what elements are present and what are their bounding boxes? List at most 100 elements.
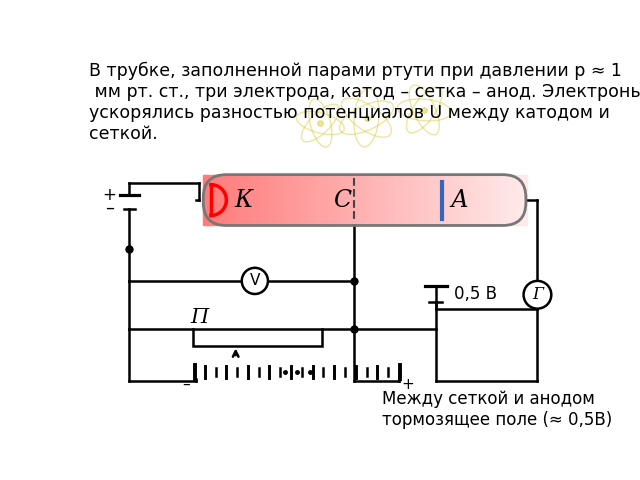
- Text: П: П: [190, 308, 209, 326]
- Bar: [413, 175, 417, 226]
- Circle shape: [524, 281, 551, 309]
- Bar: [387, 175, 391, 226]
- Bar: [300, 175, 304, 226]
- Bar: [342, 175, 346, 226]
- Bar: [416, 175, 420, 226]
- Bar: [258, 175, 262, 226]
- Bar: [278, 175, 282, 226]
- Bar: [474, 175, 478, 226]
- Bar: [287, 175, 291, 226]
- Bar: [477, 175, 481, 226]
- Text: +: +: [402, 377, 415, 392]
- Bar: [490, 175, 494, 226]
- Bar: [323, 175, 326, 226]
- Bar: [520, 175, 524, 226]
- Bar: [461, 175, 465, 226]
- Bar: [271, 175, 275, 226]
- Bar: [204, 175, 207, 226]
- Bar: [345, 175, 349, 226]
- Bar: [232, 175, 236, 226]
- Bar: [229, 175, 233, 226]
- Bar: [465, 175, 468, 226]
- Bar: [319, 175, 323, 226]
- Bar: [397, 175, 401, 226]
- Bar: [509, 175, 514, 226]
- Bar: [493, 175, 498, 226]
- Bar: [255, 175, 259, 226]
- Bar: [455, 175, 459, 226]
- Bar: [406, 175, 410, 226]
- Bar: [326, 175, 330, 226]
- Bar: [365, 175, 369, 226]
- Bar: [449, 175, 452, 226]
- Bar: [403, 175, 407, 226]
- Bar: [355, 175, 359, 226]
- Bar: [487, 175, 491, 226]
- Bar: [310, 175, 314, 226]
- Bar: [422, 175, 427, 226]
- Bar: [400, 175, 404, 226]
- Bar: [339, 175, 343, 226]
- Bar: [274, 175, 278, 226]
- Bar: [513, 175, 517, 226]
- Bar: [252, 175, 255, 226]
- Bar: [484, 175, 488, 226]
- Text: +: +: [102, 186, 116, 204]
- Bar: [371, 175, 375, 226]
- Bar: [471, 175, 475, 226]
- Bar: [390, 175, 394, 226]
- Text: 0,5 В: 0,5 В: [454, 285, 497, 303]
- Bar: [291, 175, 294, 226]
- Bar: [362, 175, 365, 226]
- Bar: [500, 175, 504, 226]
- Bar: [348, 175, 353, 226]
- Bar: [433, 175, 436, 226]
- Bar: [481, 175, 484, 226]
- Text: К: К: [234, 189, 252, 212]
- Bar: [226, 175, 230, 226]
- Bar: [248, 175, 252, 226]
- Text: Между сеткой и анодом
тормозящее поле (≈ 0,5В): Между сеткой и анодом тормозящее поле (≈…: [382, 390, 612, 429]
- Bar: [264, 175, 269, 226]
- Bar: [384, 175, 388, 226]
- Bar: [442, 175, 446, 226]
- Bar: [374, 175, 378, 226]
- Bar: [284, 175, 288, 226]
- Bar: [239, 175, 243, 226]
- Bar: [303, 175, 307, 226]
- Bar: [220, 175, 223, 226]
- Bar: [216, 175, 220, 226]
- Bar: [281, 175, 285, 226]
- Bar: [245, 175, 249, 226]
- Bar: [332, 175, 336, 226]
- Bar: [419, 175, 424, 226]
- Bar: [410, 175, 413, 226]
- Bar: [210, 175, 214, 226]
- Bar: [223, 175, 227, 226]
- Bar: [242, 175, 246, 226]
- Bar: [458, 175, 462, 226]
- Text: V: V: [250, 274, 260, 288]
- Circle shape: [242, 268, 268, 294]
- Bar: [193, 329, 322, 346]
- Bar: [358, 175, 362, 226]
- Bar: [429, 175, 433, 226]
- Text: С: С: [333, 189, 352, 212]
- Bar: [368, 175, 372, 226]
- Bar: [506, 175, 511, 226]
- Bar: [351, 175, 356, 226]
- Bar: [452, 175, 456, 226]
- Bar: [503, 175, 508, 226]
- Bar: [313, 175, 317, 226]
- Bar: [381, 175, 385, 226]
- Bar: [394, 175, 397, 226]
- Bar: [213, 175, 217, 226]
- Bar: [378, 175, 381, 226]
- Bar: [516, 175, 520, 226]
- Bar: [335, 175, 340, 226]
- Bar: [294, 175, 298, 226]
- Text: Г: Г: [532, 286, 543, 303]
- Bar: [468, 175, 472, 226]
- Bar: [329, 175, 333, 226]
- Bar: [261, 175, 266, 226]
